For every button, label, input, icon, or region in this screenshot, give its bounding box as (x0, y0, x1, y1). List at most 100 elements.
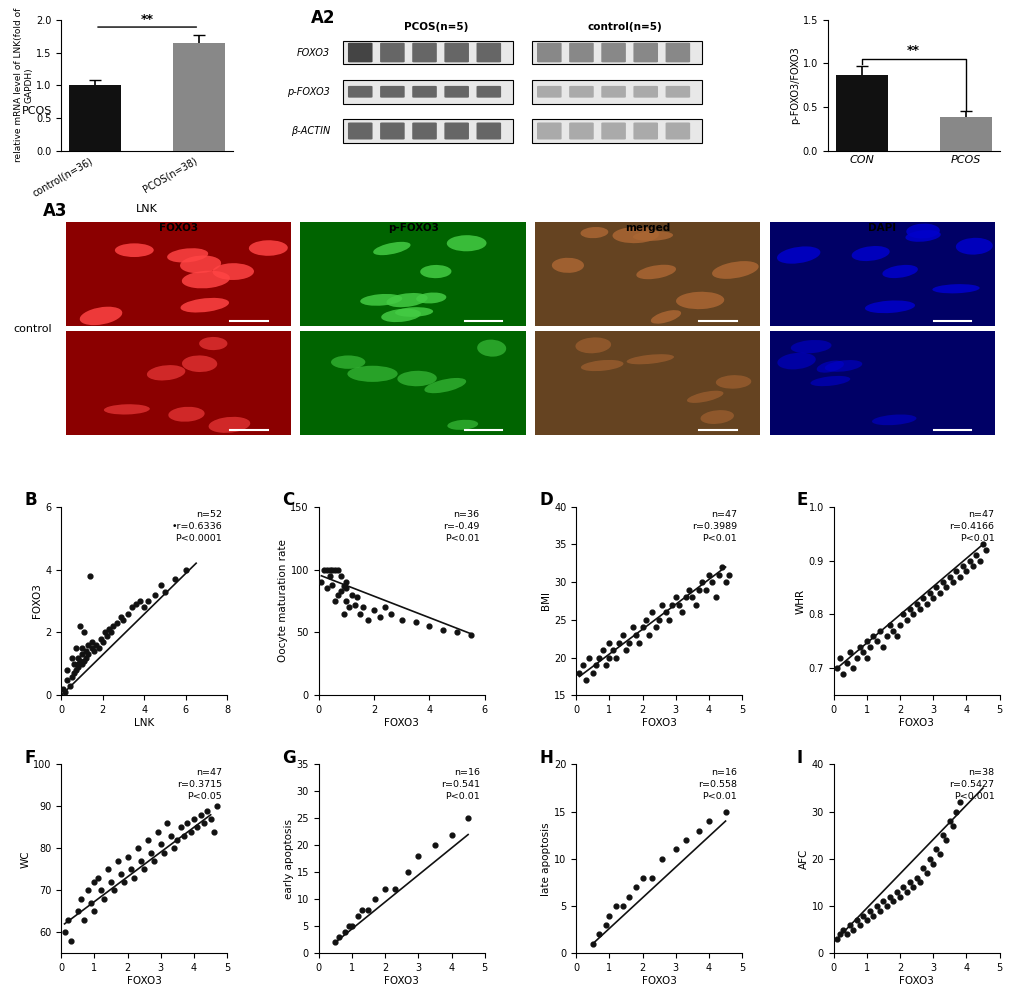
Point (196, 815, 212, 831)
Bar (535, 221, 759, 327)
Text: I: I (796, 750, 802, 768)
FancyBboxPatch shape (601, 122, 626, 139)
Ellipse shape (394, 307, 433, 317)
Point (129, 840, 146, 856)
Y-axis label: AFC: AFC (798, 849, 808, 869)
Point (621, 889, 637, 905)
Y-axis label: relative mRNA level of LNK(fold of
GAPDH): relative mRNA level of LNK(fold of GAPDH… (14, 8, 34, 163)
Point (332, 568, 348, 584)
Ellipse shape (249, 240, 287, 256)
FancyBboxPatch shape (444, 43, 469, 63)
Point (407, 615, 423, 631)
Point (149, 823, 165, 839)
Point (835, 922, 851, 937)
Point (172, 819, 189, 835)
Ellipse shape (79, 307, 122, 325)
Point (600, 635, 616, 650)
Point (640, 627, 656, 642)
Point (321, 568, 337, 584)
Point (604, 642, 621, 658)
Point (63, 649, 79, 665)
FancyBboxPatch shape (412, 122, 436, 139)
Point (203, 811, 219, 827)
Point (156, 845, 172, 861)
FancyBboxPatch shape (633, 85, 657, 97)
Point (634, 620, 650, 636)
Point (61, 678, 77, 694)
FancyBboxPatch shape (476, 43, 500, 63)
Ellipse shape (208, 417, 250, 433)
Point (71, 652, 88, 668)
Point (69, 659, 86, 675)
Point (716, 574, 733, 590)
Point (832, 649, 848, 665)
Point (360, 903, 376, 919)
Point (895, 879, 911, 895)
Point (884, 623, 901, 638)
FancyBboxPatch shape (347, 122, 372, 139)
Point (206, 823, 222, 839)
Ellipse shape (373, 242, 411, 255)
Point (578, 672, 594, 688)
Point (597, 917, 613, 932)
Point (610, 635, 627, 650)
Bar (769, 221, 994, 327)
Point (159, 815, 175, 831)
Point (848, 913, 864, 928)
Ellipse shape (851, 246, 889, 261)
Point (105, 619, 121, 635)
Point (169, 832, 185, 848)
X-axis label: FOXO3: FOXO3 (384, 976, 419, 986)
Point (73, 646, 90, 662)
Point (838, 926, 854, 942)
Point (343, 587, 360, 603)
Point (871, 623, 888, 638)
Point (607, 898, 624, 914)
Text: B: B (24, 492, 38, 509)
Ellipse shape (700, 410, 734, 424)
Point (914, 590, 930, 606)
Point (69, 649, 86, 665)
Point (463, 627, 479, 642)
Point (858, 913, 874, 928)
FancyBboxPatch shape (412, 43, 436, 63)
FancyBboxPatch shape (444, 122, 469, 139)
Point (848, 649, 864, 665)
Point (103, 625, 119, 640)
X-axis label: FOXO3: FOXO3 (898, 718, 933, 728)
Point (881, 618, 898, 634)
Text: n=16
r=0.541
P<0.01: n=16 r=0.541 P<0.01 (440, 769, 479, 800)
Point (79, 646, 96, 662)
Point (970, 552, 986, 568)
Point (827, 931, 844, 947)
Point (343, 919, 360, 934)
Point (73, 656, 90, 672)
Point (319, 581, 335, 597)
Point (382, 606, 398, 622)
Point (73, 891, 90, 907)
Point (59, 671, 75, 687)
Point (827, 660, 844, 676)
Point (336, 923, 353, 939)
Point (666, 589, 683, 605)
X-axis label: FOXO3: FOXO3 (126, 976, 162, 986)
Y-axis label: p-FOXO3/FOXO3: p-FOXO3/FOXO3 (789, 47, 799, 124)
Point (634, 870, 650, 886)
Point (338, 581, 355, 597)
Point (871, 903, 888, 919)
Point (600, 908, 616, 923)
Point (153, 577, 169, 593)
Point (974, 536, 990, 552)
Ellipse shape (420, 265, 451, 278)
Point (681, 582, 697, 598)
Bar (69, 85, 121, 151)
FancyBboxPatch shape (665, 43, 690, 63)
Point (720, 567, 737, 583)
Ellipse shape (715, 375, 751, 388)
Point (340, 919, 357, 934)
Ellipse shape (711, 261, 758, 279)
Point (448, 625, 465, 640)
FancyBboxPatch shape (536, 122, 561, 139)
Ellipse shape (776, 246, 819, 264)
Point (338, 574, 355, 590)
